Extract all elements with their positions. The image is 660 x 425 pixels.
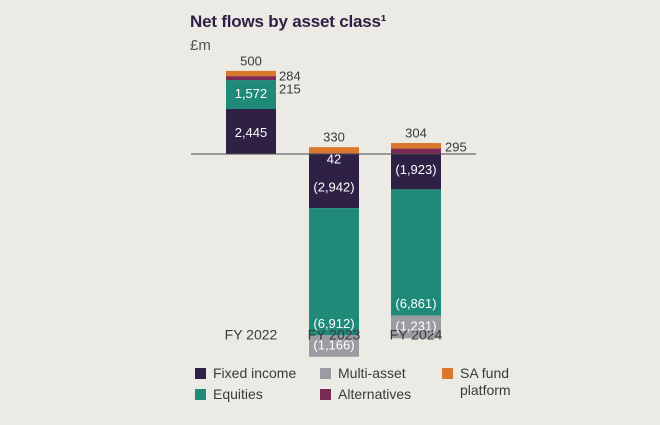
data-label: 295 [445,139,467,154]
legend-item-equities: Equities [195,386,263,403]
chart-title: Net flows by asset class¹ [190,12,387,31]
bar-segment [226,109,276,154]
data-label: 2,445 [235,125,268,140]
category-label: FY 2023 [308,327,361,343]
data-label: 284 [279,68,301,83]
legend-item-fixed-income: Fixed income [195,365,296,382]
data-label: (6,861) [395,296,436,311]
legend-label: SA fund platform [460,365,511,398]
bar-segment [391,148,441,154]
bar-segment [226,76,276,81]
data-label: (1,166) [313,337,354,352]
bar-segment [309,154,359,209]
bar-segment [226,70,276,77]
category-label: FY 2024 [390,327,443,343]
bar-segment [391,315,441,339]
data-label: (1,923) [395,162,436,177]
legend-label: Alternatives [338,386,412,402]
bar-segment [391,189,441,316]
data-label: (1,231) [395,318,436,333]
data-label: (2,942) [313,179,354,194]
legend-swatch [442,368,453,379]
legend-label: Equities [213,386,263,402]
data-label: 500 [240,53,262,68]
legend-item-sa-fund-platform: SA fund platform [442,365,511,399]
legend-swatch [320,368,331,379]
bar-segment [391,154,441,190]
data-label: 330 [323,130,345,145]
bar-segment [391,142,441,149]
legend-item-alternatives: Alternatives [320,386,411,403]
legend-item-multi-asset: Multi-asset [320,365,406,382]
bar-segment [309,335,359,357]
data-label: (6,912) [313,316,354,331]
legend-swatch [195,389,206,400]
legend: Fixed income Equities Multi-asset Altern… [190,360,550,410]
bar-segment [226,80,276,110]
bar-segment [309,208,359,336]
data-label: 42 [327,151,341,166]
data-label: 304 [405,125,427,140]
legend-label: Fixed income [213,365,297,381]
legend-label: Multi-asset [338,365,406,381]
category-label: FY 2022 [225,327,278,343]
unit-label: £m [190,37,211,54]
legend-swatch [320,389,331,400]
legend-swatch [195,368,206,379]
bar-segment [309,147,359,154]
data-label: 215 [279,81,301,96]
data-label: 1,572 [235,86,268,101]
